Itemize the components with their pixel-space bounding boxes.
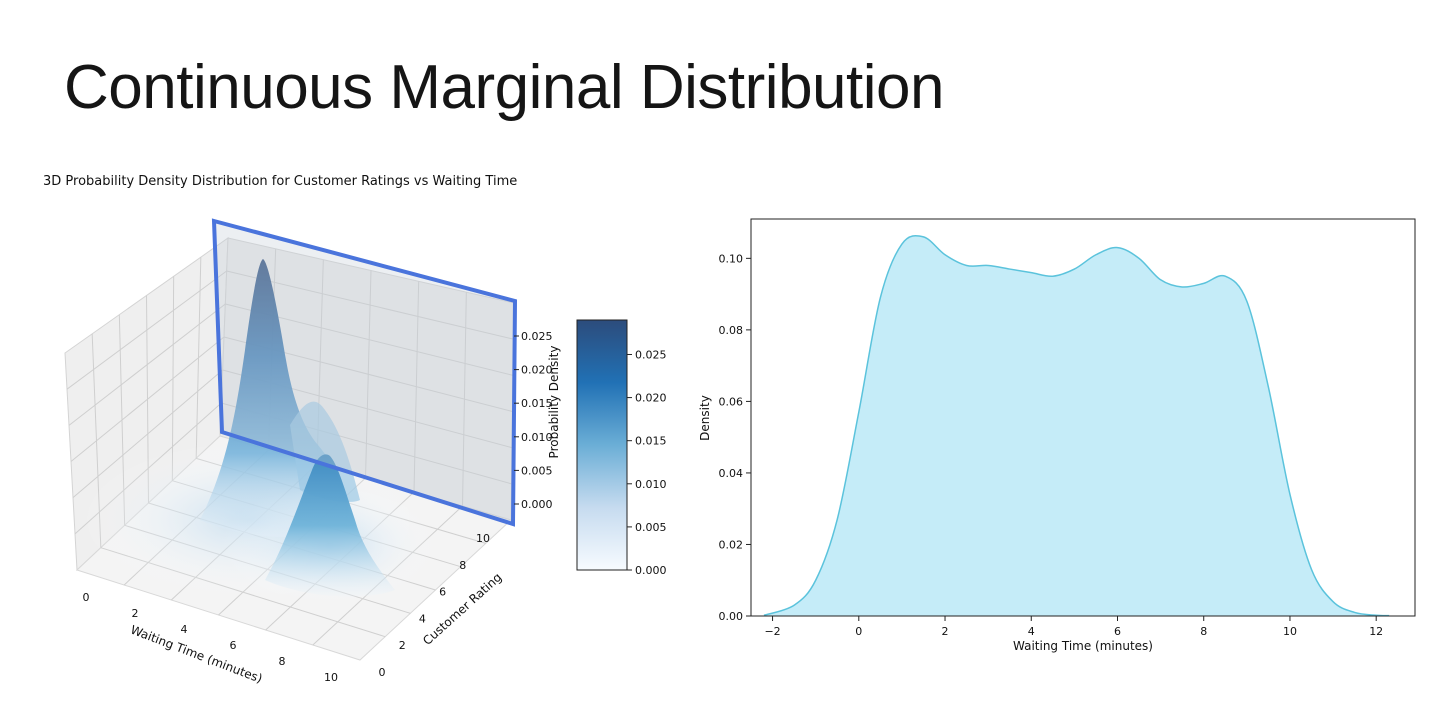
colorbar (576, 319, 628, 571)
kde-y-tick-label: 0.04 (719, 467, 744, 480)
kde-fill-area (763, 235, 1390, 617)
x-tick-label-3d: 10 (324, 671, 338, 684)
slide-title: Continuous Marginal Distribution (64, 53, 945, 122)
colorbar-tick-label: 0.020 (635, 392, 667, 405)
colorbar-tick-label: 0.015 (635, 435, 667, 448)
colorbar-tick-label: 0.010 (635, 478, 667, 491)
kde-plot-frame (750, 218, 1416, 617)
colorbar-tick-label: 0.025 (635, 348, 667, 361)
z-tick-label-3d: 0.015 (521, 397, 553, 410)
colorbar-tick-label: 0.005 (635, 521, 667, 534)
kde-y-tick-label: 0.08 (719, 324, 744, 337)
grid-line (226, 270, 514, 340)
kde-y-tick-label: 0.06 (719, 395, 744, 408)
surface-ridge (290, 401, 360, 502)
kde-x-tick-label: 6 (1114, 625, 1121, 638)
kde-y-tick-label: 0.02 (719, 538, 744, 551)
kde-x-axis-label: Waiting Time (minutes) (1013, 639, 1153, 653)
highlight-slice-plane (211, 218, 518, 527)
z-tick-label-3d: 0.005 (521, 464, 553, 477)
surface-peak-secondary (265, 454, 395, 597)
z-tick-label-3d: 0.020 (521, 364, 553, 377)
z-tick-label-3d: 0.000 (521, 498, 553, 511)
kde-x-tick-label: 8 (1200, 625, 1207, 638)
x-axis-label-3d: Waiting Time (minutes) (129, 623, 265, 686)
y-tick-label-3d: 8 (459, 559, 466, 572)
z-tick-label-3d: 0.010 (521, 431, 553, 444)
kde-curve (763, 234, 1390, 617)
y-tick-label-3d: 4 (419, 612, 426, 625)
kde-x-tick-label: 0 (855, 625, 862, 638)
surface-plot-title: 3D Probability Density Distribution for … (43, 174, 518, 189)
kde-x-tick-label: −2 (764, 625, 780, 638)
kde-x-tick-label: 4 (1028, 625, 1035, 638)
x-tick-label-3d: 8 (279, 655, 286, 668)
kde-plot: −2 0 2 4 6 8 10 12 0.00 0.02 0.04 0.06 0.08 0.10 Wai… (698, 218, 1416, 653)
y-tick-label-3d: 10 (476, 532, 490, 545)
y-tick-label-3d: 2 (399, 639, 406, 652)
z-axis-label-3d: Probability Density (547, 346, 561, 459)
y-tick-label-3d: 0 (379, 666, 386, 679)
grid-line (66, 270, 227, 390)
colorbar-tick-label: 0.000 (635, 564, 667, 577)
kde-x-tick-label: 10 (1283, 625, 1297, 638)
kde-y-tick-label: 0.00 (719, 610, 744, 623)
kde-y-axis-label: Density (698, 395, 712, 441)
kde-y-tick-label: 0.10 (719, 252, 744, 265)
kde-x-tick-label: 12 (1369, 625, 1383, 638)
x-tick-label-3d: 2 (132, 607, 139, 620)
kde-x-tick-label: 2 (942, 625, 949, 638)
x-tick-label-3d: 4 (181, 623, 188, 636)
z-tick-label-3d: 0.025 (521, 330, 553, 343)
x-tick-label-3d: 6 (230, 639, 237, 652)
x-tick-label-3d: 0 (83, 591, 90, 604)
y-tick-label-3d: 6 (439, 586, 446, 599)
